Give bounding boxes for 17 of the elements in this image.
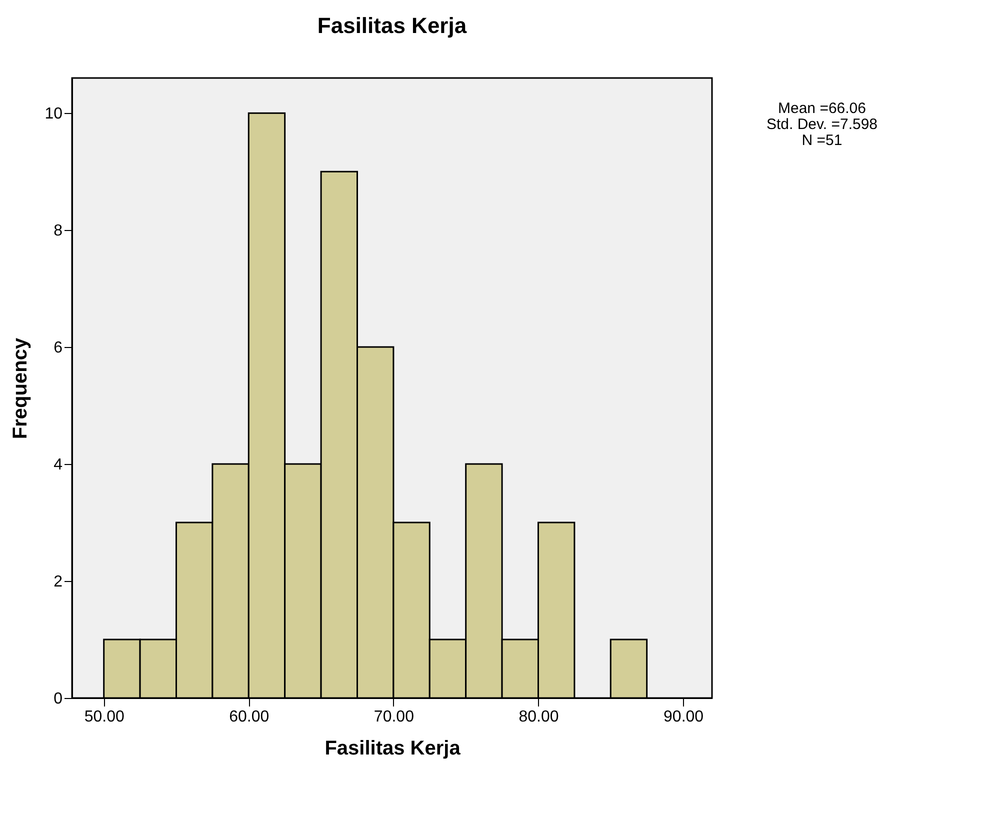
y-tick-label: 6 (54, 340, 63, 357)
x-tick-label: 90.00 (664, 708, 704, 726)
y-tick-label: 0 (54, 690, 63, 708)
x-tick-label: 80.00 (518, 708, 559, 726)
chart-title: Fasilitas Kerja (317, 13, 468, 38)
y-tick-label: 4 (54, 456, 63, 474)
y-tick-label: 10 (44, 106, 63, 123)
y-axis-title: Frequency (10, 337, 32, 440)
x-tick-label: 60.00 (229, 708, 270, 726)
x-tick-label: 50.00 (84, 708, 124, 726)
y-tick-label: 2 (54, 574, 63, 591)
text: Mean =66.06 (778, 100, 866, 117)
text: Std. Dev. =7.598 (766, 116, 878, 133)
x-tick-label: 70.00 (374, 708, 414, 726)
text: N =51 (802, 132, 842, 149)
y-tick-label: 8 (54, 222, 63, 240)
x-axis-title: Fasilitas Kerja (324, 738, 462, 760)
